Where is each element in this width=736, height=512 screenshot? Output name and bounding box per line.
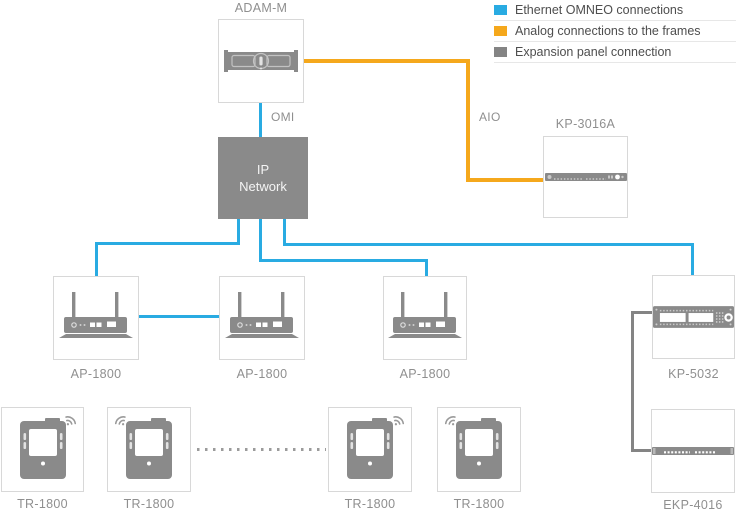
omneo-line-ip-to-ap3-v2	[425, 259, 428, 276]
kp-3016a-label: KP-3016A	[555, 117, 616, 131]
legend-label-analog: Analog connections to the frames	[515, 24, 701, 38]
ap-1800-device-icon	[225, 292, 299, 338]
tr-1800-node-1	[1, 407, 84, 492]
tr-1800-label-4: TR-1800	[453, 497, 505, 511]
kp-5032-label: KP-5032	[668, 367, 719, 381]
omneo-line-ip-to-ap3-h	[259, 259, 428, 262]
ekp-4016-device-icon	[652, 447, 734, 455]
ip-network-node: IP Network	[218, 137, 308, 219]
omneo-line-ip-to-ap3-v1	[259, 219, 262, 262]
legend-label-expansion: Expansion panel connection	[515, 45, 672, 59]
omneo-line-ip-to-kp5032-h	[283, 243, 694, 246]
omi-connection-label: OMI	[271, 110, 295, 124]
wifi-icon	[393, 416, 405, 426]
ekp-4016-label: EKP-4016	[663, 498, 723, 512]
adam-m-label: ADAM-M	[234, 1, 288, 15]
tr-1800-device-icon	[126, 417, 172, 479]
ap-1800-label-3: AP-1800	[399, 367, 451, 381]
omneo-color-swatch	[494, 5, 507, 15]
analog-line-adam-h1	[304, 59, 470, 63]
kp-5032-device-icon	[653, 306, 734, 328]
ap-1800-device-icon	[59, 292, 133, 338]
omneo-line-ip-to-ap1-h	[95, 242, 240, 245]
legend: Ethernet OMNEO connections Analog connec…	[494, 0, 736, 63]
omneo-line-ip-to-kp5032-v1	[283, 219, 286, 246]
legend-item-omneo: Ethernet OMNEO connections	[494, 0, 736, 21]
analog-color-swatch	[494, 26, 507, 36]
tr-1800-device-icon	[456, 417, 502, 479]
tr-1800-label-3: TR-1800	[344, 497, 396, 511]
expansion-line-v	[631, 311, 634, 452]
tr-1800-node-3	[328, 407, 412, 492]
analog-line-adam-h2	[466, 178, 543, 182]
dotted-continuation-line	[197, 448, 326, 451]
expansion-line-h1	[631, 311, 652, 314]
ap-1800-label-2: AP-1800	[236, 367, 288, 381]
omneo-line-ip-to-kp5032-v2	[691, 243, 694, 275]
omneo-line-ip-to-ap1-v2	[95, 242, 98, 276]
ap-1800-node-3	[383, 276, 467, 360]
adam-m-node	[218, 19, 304, 103]
ap-1800-label-1: AP-1800	[70, 367, 122, 381]
legend-label-omneo: Ethernet OMNEO connections	[515, 3, 684, 17]
kp-5032-node	[652, 275, 735, 359]
aio-connection-label: AIO	[479, 110, 501, 124]
analog-line-adam-v	[466, 59, 470, 182]
legend-item-expansion: Expansion panel connection	[494, 42, 736, 63]
tr-1800-label-1: TR-1800	[17, 497, 68, 511]
kp-3016a-device-icon	[544, 173, 627, 181]
kp-3016a-node	[543, 136, 628, 218]
ip-network-label-line2: Network	[239, 179, 287, 194]
tr-1800-node-4	[437, 407, 521, 492]
expansion-line-h2	[631, 449, 651, 452]
wifi-icon	[65, 416, 77, 426]
ap-1800-node-2	[219, 276, 305, 360]
legend-item-analog: Analog connections to the frames	[494, 21, 736, 42]
tr-1800-label-2: TR-1800	[123, 497, 175, 511]
omneo-line-ip-to-ap1-v1	[237, 219, 240, 245]
ekp-4016-node	[651, 409, 735, 493]
tr-1800-node-2	[107, 407, 191, 492]
omneo-line-adam-to-ip	[259, 103, 262, 137]
expansion-color-swatch	[494, 47, 507, 57]
ip-network-label-line1: IP	[256, 162, 270, 177]
tr-1800-device-icon	[19, 417, 66, 479]
tr-1800-device-icon	[347, 417, 393, 479]
wifi-icon	[444, 416, 456, 426]
adam-m-device-icon	[224, 50, 298, 72]
ap-1800-node-1	[53, 276, 139, 360]
ap-1800-device-icon	[388, 292, 462, 338]
wifi-icon	[114, 416, 126, 426]
omneo-line-ap1-to-ap2	[139, 315, 219, 318]
